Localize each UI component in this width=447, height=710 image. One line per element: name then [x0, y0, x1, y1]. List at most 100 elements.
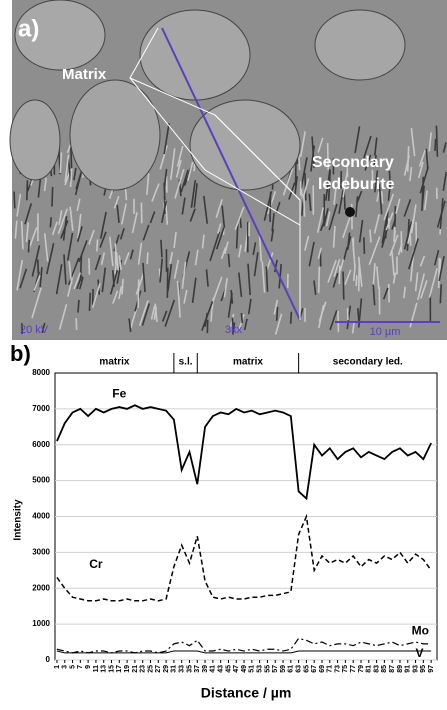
- x-tick-label: 15: [108, 665, 115, 673]
- x-tick-label: 97: [428, 665, 435, 673]
- x-tick-label: 31: [171, 665, 178, 673]
- x-tick-label: 45: [225, 665, 232, 673]
- x-tick-label: 47: [233, 665, 240, 673]
- lamella: [439, 258, 440, 288]
- y-axis-label: Intensity: [13, 499, 24, 541]
- lamella: [270, 192, 271, 222]
- grain: [315, 10, 405, 80]
- x-tick-label: 53: [256, 665, 263, 673]
- grain: [140, 10, 250, 100]
- x-tick-label: 73: [334, 665, 341, 673]
- x-tick-label: 35: [186, 665, 193, 673]
- lamella: [89, 293, 90, 311]
- x-tick-label: 9: [85, 665, 92, 669]
- x-tick-label: 79: [358, 665, 365, 673]
- lamella: [319, 267, 320, 293]
- lamella: [356, 275, 357, 286]
- x-tick-label: 41: [210, 665, 217, 673]
- lamella: [122, 279, 123, 295]
- x-tick-label: 37: [194, 665, 201, 673]
- x-tick-label: 7: [77, 665, 84, 669]
- scale-label: 10 µm: [370, 326, 401, 338]
- series-line: [57, 405, 431, 498]
- x-tick-label: 43: [218, 665, 225, 673]
- lamella: [28, 240, 29, 253]
- x-tick-label: 25: [147, 665, 154, 673]
- y-tick-label: 1000: [32, 619, 50, 628]
- x-tick-label: 83: [373, 665, 380, 673]
- series-label: Cr: [89, 557, 103, 571]
- x-tick-label: 55: [264, 665, 271, 673]
- grain: [10, 100, 60, 180]
- x-tick-label: 1: [54, 665, 61, 669]
- lamella: [436, 126, 437, 157]
- x-tick-label: 51: [249, 665, 256, 673]
- x-tick-label: 77: [350, 665, 357, 673]
- x-tick-label: 85: [381, 665, 388, 673]
- voltage: 20 kV: [20, 324, 49, 336]
- lamella: [241, 313, 242, 323]
- x-tick-label: 5: [69, 665, 76, 669]
- x-tick-label: 49: [241, 665, 248, 673]
- x-tick-label: 65: [303, 665, 310, 673]
- x-tick-label: 59: [280, 665, 287, 673]
- lamella: [364, 237, 365, 253]
- lamella: [304, 194, 305, 216]
- y-tick-label: 4000: [32, 512, 50, 521]
- pore: [345, 207, 355, 217]
- lamella: [138, 279, 139, 308]
- lamella: [14, 192, 15, 209]
- x-tick-label: 57: [272, 665, 279, 673]
- panel-label: b): [10, 341, 31, 366]
- series-label: Mo: [412, 623, 429, 637]
- x-tick-label: 39: [202, 665, 209, 673]
- x-tick-label: 19: [124, 665, 131, 673]
- x-tick-label: 29: [163, 665, 170, 673]
- lamella: [50, 217, 51, 227]
- y-tick-label: 8000: [32, 368, 50, 377]
- y-tick-label: 6000: [32, 440, 50, 449]
- lamella: [147, 253, 148, 264]
- y-tick-label: 2000: [32, 583, 50, 592]
- x-tick-label: 89: [397, 665, 404, 673]
- region-label: matrix: [99, 357, 129, 368]
- lamella: [277, 307, 278, 321]
- lamella: [161, 240, 162, 257]
- x-tick-label: 75: [342, 665, 349, 673]
- x-tick-label: 33: [179, 665, 186, 673]
- y-tick-label: 0: [46, 655, 51, 664]
- panel-label: a): [18, 15, 39, 42]
- x-tick-label: 61: [288, 665, 295, 673]
- x-tick-label: 81: [366, 665, 373, 673]
- lamella: [339, 265, 340, 283]
- x-tick-label: 93: [412, 665, 419, 673]
- x-tick-label: 69: [319, 665, 326, 673]
- x-tick-label: 17: [116, 665, 123, 673]
- y-tick-label: 7000: [32, 404, 50, 413]
- x-tick-label: 95: [420, 665, 427, 673]
- x-tick-label: 13: [101, 665, 108, 673]
- x-tick-label: 11: [93, 665, 100, 673]
- x-tick-label: 63: [295, 665, 302, 673]
- y-tick-label: 5000: [32, 476, 50, 485]
- region-label: secondary led.: [333, 357, 403, 368]
- lamella: [435, 139, 436, 151]
- lamella: [266, 266, 267, 291]
- x-tick-label: 87: [389, 665, 396, 673]
- x-axis-label: Distance / µm: [201, 685, 292, 701]
- magnification: 3kx: [225, 324, 243, 336]
- x-tick-label: 91: [405, 665, 412, 673]
- x-tick-label: 3: [62, 665, 69, 669]
- x-tick-label: 67: [311, 665, 318, 673]
- lamella: [97, 240, 98, 252]
- x-tick-label: 71: [327, 665, 334, 673]
- lamella: [27, 180, 28, 200]
- y-tick-label: 3000: [32, 547, 50, 556]
- series-label: V: [416, 646, 424, 660]
- region-label: matrix: [233, 357, 263, 368]
- x-tick-label: 23: [140, 665, 147, 673]
- lamella: [440, 284, 441, 303]
- label-matrix: Matrix: [62, 66, 107, 83]
